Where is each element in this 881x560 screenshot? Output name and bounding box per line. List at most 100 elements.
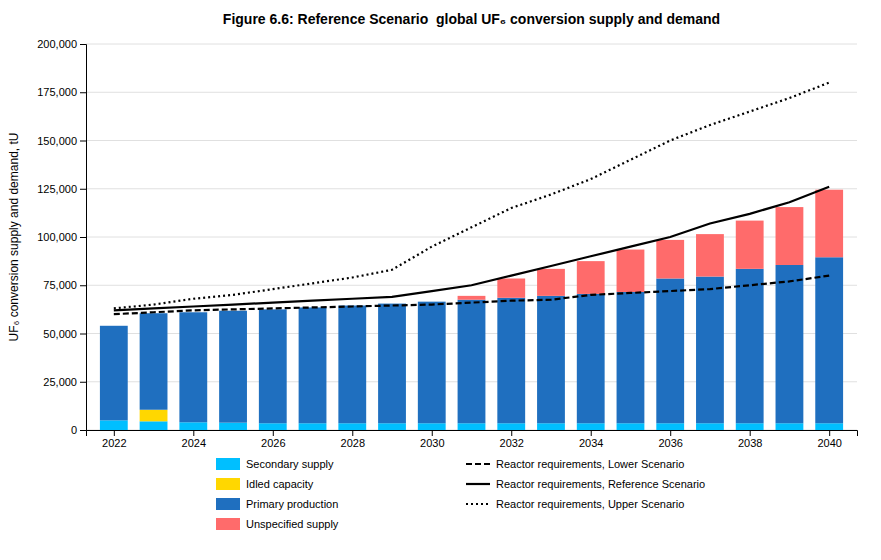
x-tick: 2022 [102, 430, 126, 449]
bar [497, 298, 525, 423]
legend-label: Reactor requirements, Reference Scenario [496, 478, 705, 490]
legend-label: Reactor requirements, Upper Scenario [496, 498, 684, 510]
x-tick-label: 2032 [500, 437, 524, 449]
x-tick: 2028 [341, 430, 365, 449]
legend-swatch [466, 463, 490, 465]
bar [656, 423, 684, 430]
legend-swatch [216, 458, 240, 470]
x-tick-label: 2040 [817, 437, 841, 449]
y-tick: 150,000 [37, 135, 86, 147]
bar [458, 300, 486, 424]
bar-series [458, 190, 844, 300]
y-tick-mark [80, 44, 86, 45]
x-tick: 2034 [579, 430, 603, 449]
x-tick-label: 2028 [341, 437, 365, 449]
legend-item: Reactor requirements, Lower Scenario [466, 458, 684, 470]
x-tick-mark [829, 430, 830, 436]
x-tick-mark [273, 430, 274, 436]
y-tick-mark [80, 189, 86, 190]
y-tick-label: 0 [71, 424, 77, 436]
y-tick: 200,000 [37, 38, 86, 50]
y-tick-mark [80, 92, 86, 93]
y-tick-label: 100,000 [37, 231, 77, 243]
legend: Secondary supply Idled capacity Primary pr… [216, 458, 705, 530]
x-tick-mark [511, 430, 512, 436]
y-axis-title: UF₆ conversion supply and demand, tU [7, 133, 21, 342]
x-tick: 2040 [817, 430, 841, 449]
x-tick: 2032 [500, 430, 524, 449]
legend-label: Idled capacity [246, 478, 314, 490]
bar [736, 221, 764, 269]
bar [259, 423, 287, 430]
bar [577, 261, 605, 294]
y-tick: 50,000 [43, 328, 86, 340]
bar [299, 307, 327, 423]
bar [656, 240, 684, 279]
legend-item: Idled capacity [216, 478, 314, 490]
bar [736, 269, 764, 423]
legend-label: Primary production [246, 498, 338, 510]
bar [776, 265, 804, 423]
bar [815, 190, 843, 258]
y-tick: 25,000 [43, 376, 86, 388]
bar [100, 420, 128, 430]
y-tick-label: 150,000 [37, 135, 77, 147]
bar [497, 423, 525, 430]
bar [378, 304, 406, 424]
bar [458, 296, 486, 300]
y-tick-label: 25,000 [43, 376, 77, 388]
x-tick-mark [432, 430, 433, 436]
grid-line [86, 92, 857, 93]
x-tick-label: 2022 [102, 437, 126, 449]
x-tick-label: 2038 [738, 437, 762, 449]
bar [338, 306, 366, 424]
bar [418, 301, 446, 302]
x-tick: 2024 [182, 430, 206, 449]
bar [458, 423, 486, 430]
line [114, 187, 829, 311]
bar [179, 422, 207, 430]
y-axis: 025,00050,00075,000100,000125,000150,000… [37, 38, 86, 436]
legend-swatch [216, 498, 240, 510]
bar [617, 292, 645, 423]
bar [577, 294, 605, 423]
bar [776, 423, 804, 430]
bar [617, 423, 645, 430]
bar [140, 313, 168, 410]
bar [497, 278, 525, 297]
legend-swatch [216, 478, 240, 490]
y-tick-mark [80, 334, 86, 335]
bar [815, 423, 843, 430]
bar [179, 312, 207, 313]
legend-item: Reactor requirements, Upper Scenario [466, 498, 684, 510]
y-tick-label: 125,000 [37, 183, 77, 195]
plot-area: 2022202420262028203020322034203620382040… [37, 38, 857, 449]
bar [378, 423, 406, 430]
title: Figure 6.6: Reference Scenario global UF… [223, 11, 720, 27]
x-tick-mark [352, 430, 353, 436]
x-tick-label: 2026 [261, 437, 285, 449]
x-tick-mark [591, 430, 592, 436]
y-tick-label: 200,000 [37, 38, 77, 50]
x-axis-line [87, 431, 858, 437]
grid-line [86, 140, 857, 141]
legend-label: Reactor requirements, Lower Scenario [496, 458, 684, 470]
bar [815, 257, 843, 423]
y-tick: 0 [71, 424, 86, 436]
bar [537, 296, 565, 423]
marks [100, 83, 843, 430]
x-tick: 2026 [261, 430, 285, 449]
bar [418, 423, 446, 430]
bar-series [140, 410, 168, 422]
legend-swatch [216, 518, 240, 530]
y-tick-mark [80, 141, 86, 142]
bar [299, 423, 327, 430]
legend-item: Primary production [216, 498, 338, 510]
bar [537, 423, 565, 430]
x-tick-label: 2034 [579, 437, 603, 449]
legend-label: Secondary supply [246, 458, 334, 470]
bar [378, 303, 406, 304]
bar [776, 207, 804, 265]
line [114, 83, 829, 309]
x-tick: 2036 [658, 430, 682, 449]
